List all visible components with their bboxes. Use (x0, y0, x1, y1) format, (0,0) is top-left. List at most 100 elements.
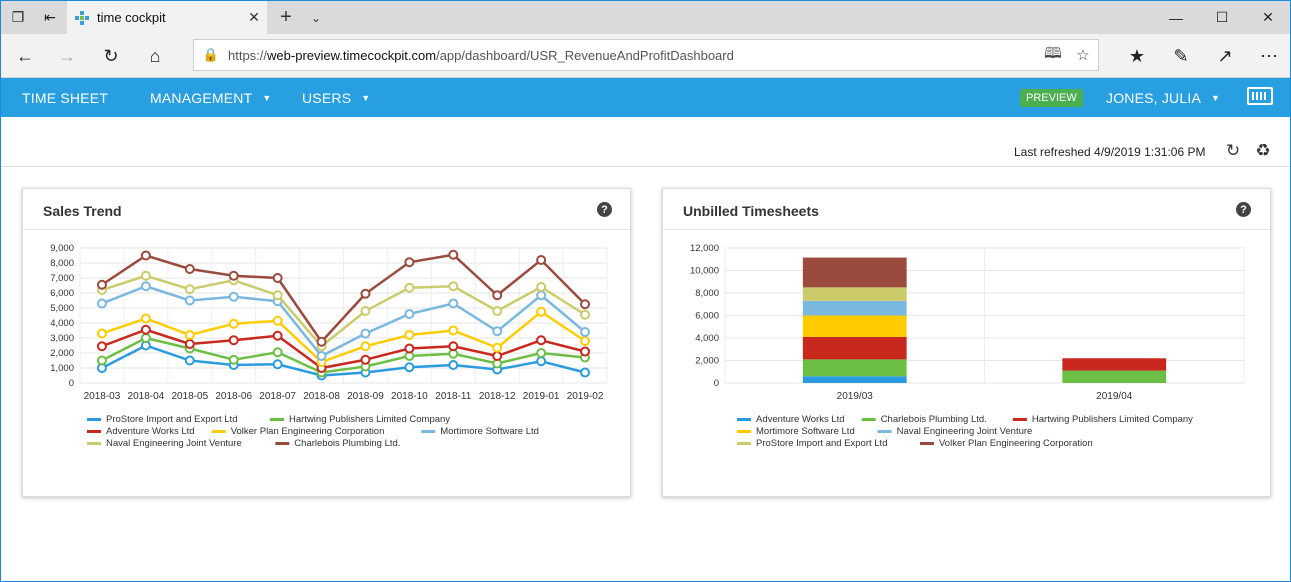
card-header: Unbilled Timesheets ? (663, 189, 1270, 230)
share-icon[interactable]: ↗ (1217, 45, 1233, 66)
data-point (228, 318, 239, 329)
forward-icon[interactable]: → (58, 45, 76, 66)
legend-swatch (737, 418, 751, 421)
tab-time-cockpit[interactable]: time cockpit ✕ (67, 1, 267, 34)
bar-segment (802, 287, 907, 301)
help-icon[interactable]: ? (597, 202, 612, 217)
data-point (536, 356, 547, 367)
series-line (101, 336, 586, 374)
nav-time-sheet[interactable]: TIME SHEET (22, 78, 108, 117)
data-point (536, 290, 547, 301)
data-point (492, 351, 503, 361)
close-window-icon[interactable]: ✕ (1262, 9, 1274, 25)
data-point (580, 336, 591, 346)
legend-label: Hartwing Publishers Limited Company (1032, 414, 1193, 425)
y-tick-label: 10,000 (690, 266, 719, 277)
caret-down-icon: ▼ (1210, 92, 1221, 103)
data-point (448, 325, 459, 336)
bar-segment (1062, 370, 1167, 383)
legend-swatch (87, 442, 101, 445)
y-tick-label: 4,000 (50, 318, 74, 329)
app-navbar: TIME SHEET MANAGEMENT ▼ USERS ▼ JONES, JUL… (1, 78, 1290, 117)
data-point (96, 355, 107, 366)
x-tick-label: 2018-06 (215, 391, 252, 402)
legend-label: ProStore Import and Export Ltd (106, 414, 237, 425)
data-point (404, 330, 415, 340)
data-point (96, 328, 107, 339)
minimize-icon[interactable]: — (1169, 9, 1183, 26)
data-point (184, 330, 195, 340)
back-icon[interactable]: ← (16, 45, 34, 66)
tab-strip: ❐ ⇤ time cockpit ✕ + ⌄ — ☐ ✕ (1, 1, 1290, 34)
more-icon[interactable]: ⋯ (1260, 45, 1278, 66)
address-bar[interactable]: 🔒 https://web-preview.timecockpit.com/ap… (193, 39, 1099, 71)
tab-actions-icon[interactable]: ❐ (11, 9, 25, 25)
y-tick-label: 6,000 (695, 311, 719, 322)
data-point (140, 333, 151, 343)
reading-view-icon[interactable]: 🕮 (1044, 44, 1062, 62)
nav-management[interactable]: MANAGEMENT ▼ (150, 78, 271, 117)
data-point (448, 341, 459, 352)
legend-swatch (270, 418, 284, 421)
data-point (492, 290, 503, 301)
home-icon[interactable]: ⌂ (149, 45, 161, 66)
set-aside-tabs-icon[interactable]: ⇤ (44, 9, 56, 25)
help-icon[interactable]: ? (1236, 202, 1251, 217)
y-tick-label: 3,000 (50, 333, 74, 344)
x-tick-label: 2018-10 (391, 391, 428, 402)
y-tick-label: 7,000 (50, 273, 74, 284)
data-point (536, 335, 547, 346)
last-refreshed-text: Last refreshed 4/9/2019 1:31:06 PM (1014, 145, 1206, 159)
y-tick-label: 0 (714, 378, 719, 389)
series-line (101, 310, 586, 364)
bar-segment (802, 315, 907, 337)
nav-users-label: USERS (302, 89, 352, 106)
data-point (140, 324, 151, 335)
tab-preview-chevron-icon[interactable]: ⌄ (310, 10, 322, 25)
data-point (96, 341, 107, 352)
favorite-star-icon[interactable]: ☆ (1076, 47, 1090, 64)
legend-swatch (87, 418, 101, 421)
url-text[interactable]: https://web-preview.timecockpit.com/app/… (228, 47, 734, 63)
refresh-icon[interactable]: ↻ (1225, 141, 1241, 160)
y-tick-label: 5,000 (50, 303, 74, 314)
y-tick-label: 2,000 (50, 348, 74, 359)
keyboard-icon[interactable] (1247, 87, 1273, 105)
legend-swatch (421, 430, 436, 433)
bar-segment (802, 359, 907, 377)
data-point (184, 339, 195, 349)
maximize-icon[interactable]: ☐ (1215, 9, 1229, 25)
data-point (448, 281, 459, 292)
sales-trend-chart: 0 1,000 2,000 3,000 4,000 5,000 6,000 7,000 8,00… (50, 243, 608, 449)
data-point (360, 306, 371, 316)
y-tick-label: 4,000 (695, 333, 719, 344)
legend-label: Naval Engineering Joint Venture (897, 426, 1033, 437)
data-point (360, 288, 371, 299)
refresh-page-icon[interactable]: ↻ (103, 45, 119, 66)
data-point (448, 249, 459, 260)
legend-swatch (737, 430, 751, 433)
data-point (228, 335, 239, 346)
close-tab-icon[interactable]: ✕ (248, 9, 260, 25)
y-tick-label: 0 (69, 378, 74, 389)
x-tick-label: 2018-03 (84, 391, 121, 402)
y-tick-label: 6,000 (50, 288, 74, 299)
favorites-list-icon[interactable]: ★ (1128, 45, 1146, 66)
nav-users[interactable]: USERS ▼ (302, 78, 370, 117)
data-point (404, 343, 415, 354)
legend-label: Charlebois Plumbing Ltd. (294, 438, 400, 449)
data-point (184, 355, 195, 366)
recycle-icon[interactable]: ♻ (1255, 141, 1271, 160)
data-point (492, 306, 503, 316)
data-point (316, 336, 327, 347)
lock-icon: 🔒 (202, 47, 220, 62)
bar-segment (802, 336, 907, 360)
data-point (228, 270, 239, 281)
user-menu[interactable]: JONES, JULIA ▼ (1106, 78, 1220, 117)
data-point (580, 367, 591, 378)
data-point (140, 250, 151, 261)
legend-swatch (877, 430, 892, 433)
legend-label: Charlebois Plumbing Ltd. (881, 414, 987, 425)
pen-icon[interactable]: ✎ (1173, 45, 1189, 66)
new-tab-icon[interactable]: + (280, 6, 292, 28)
